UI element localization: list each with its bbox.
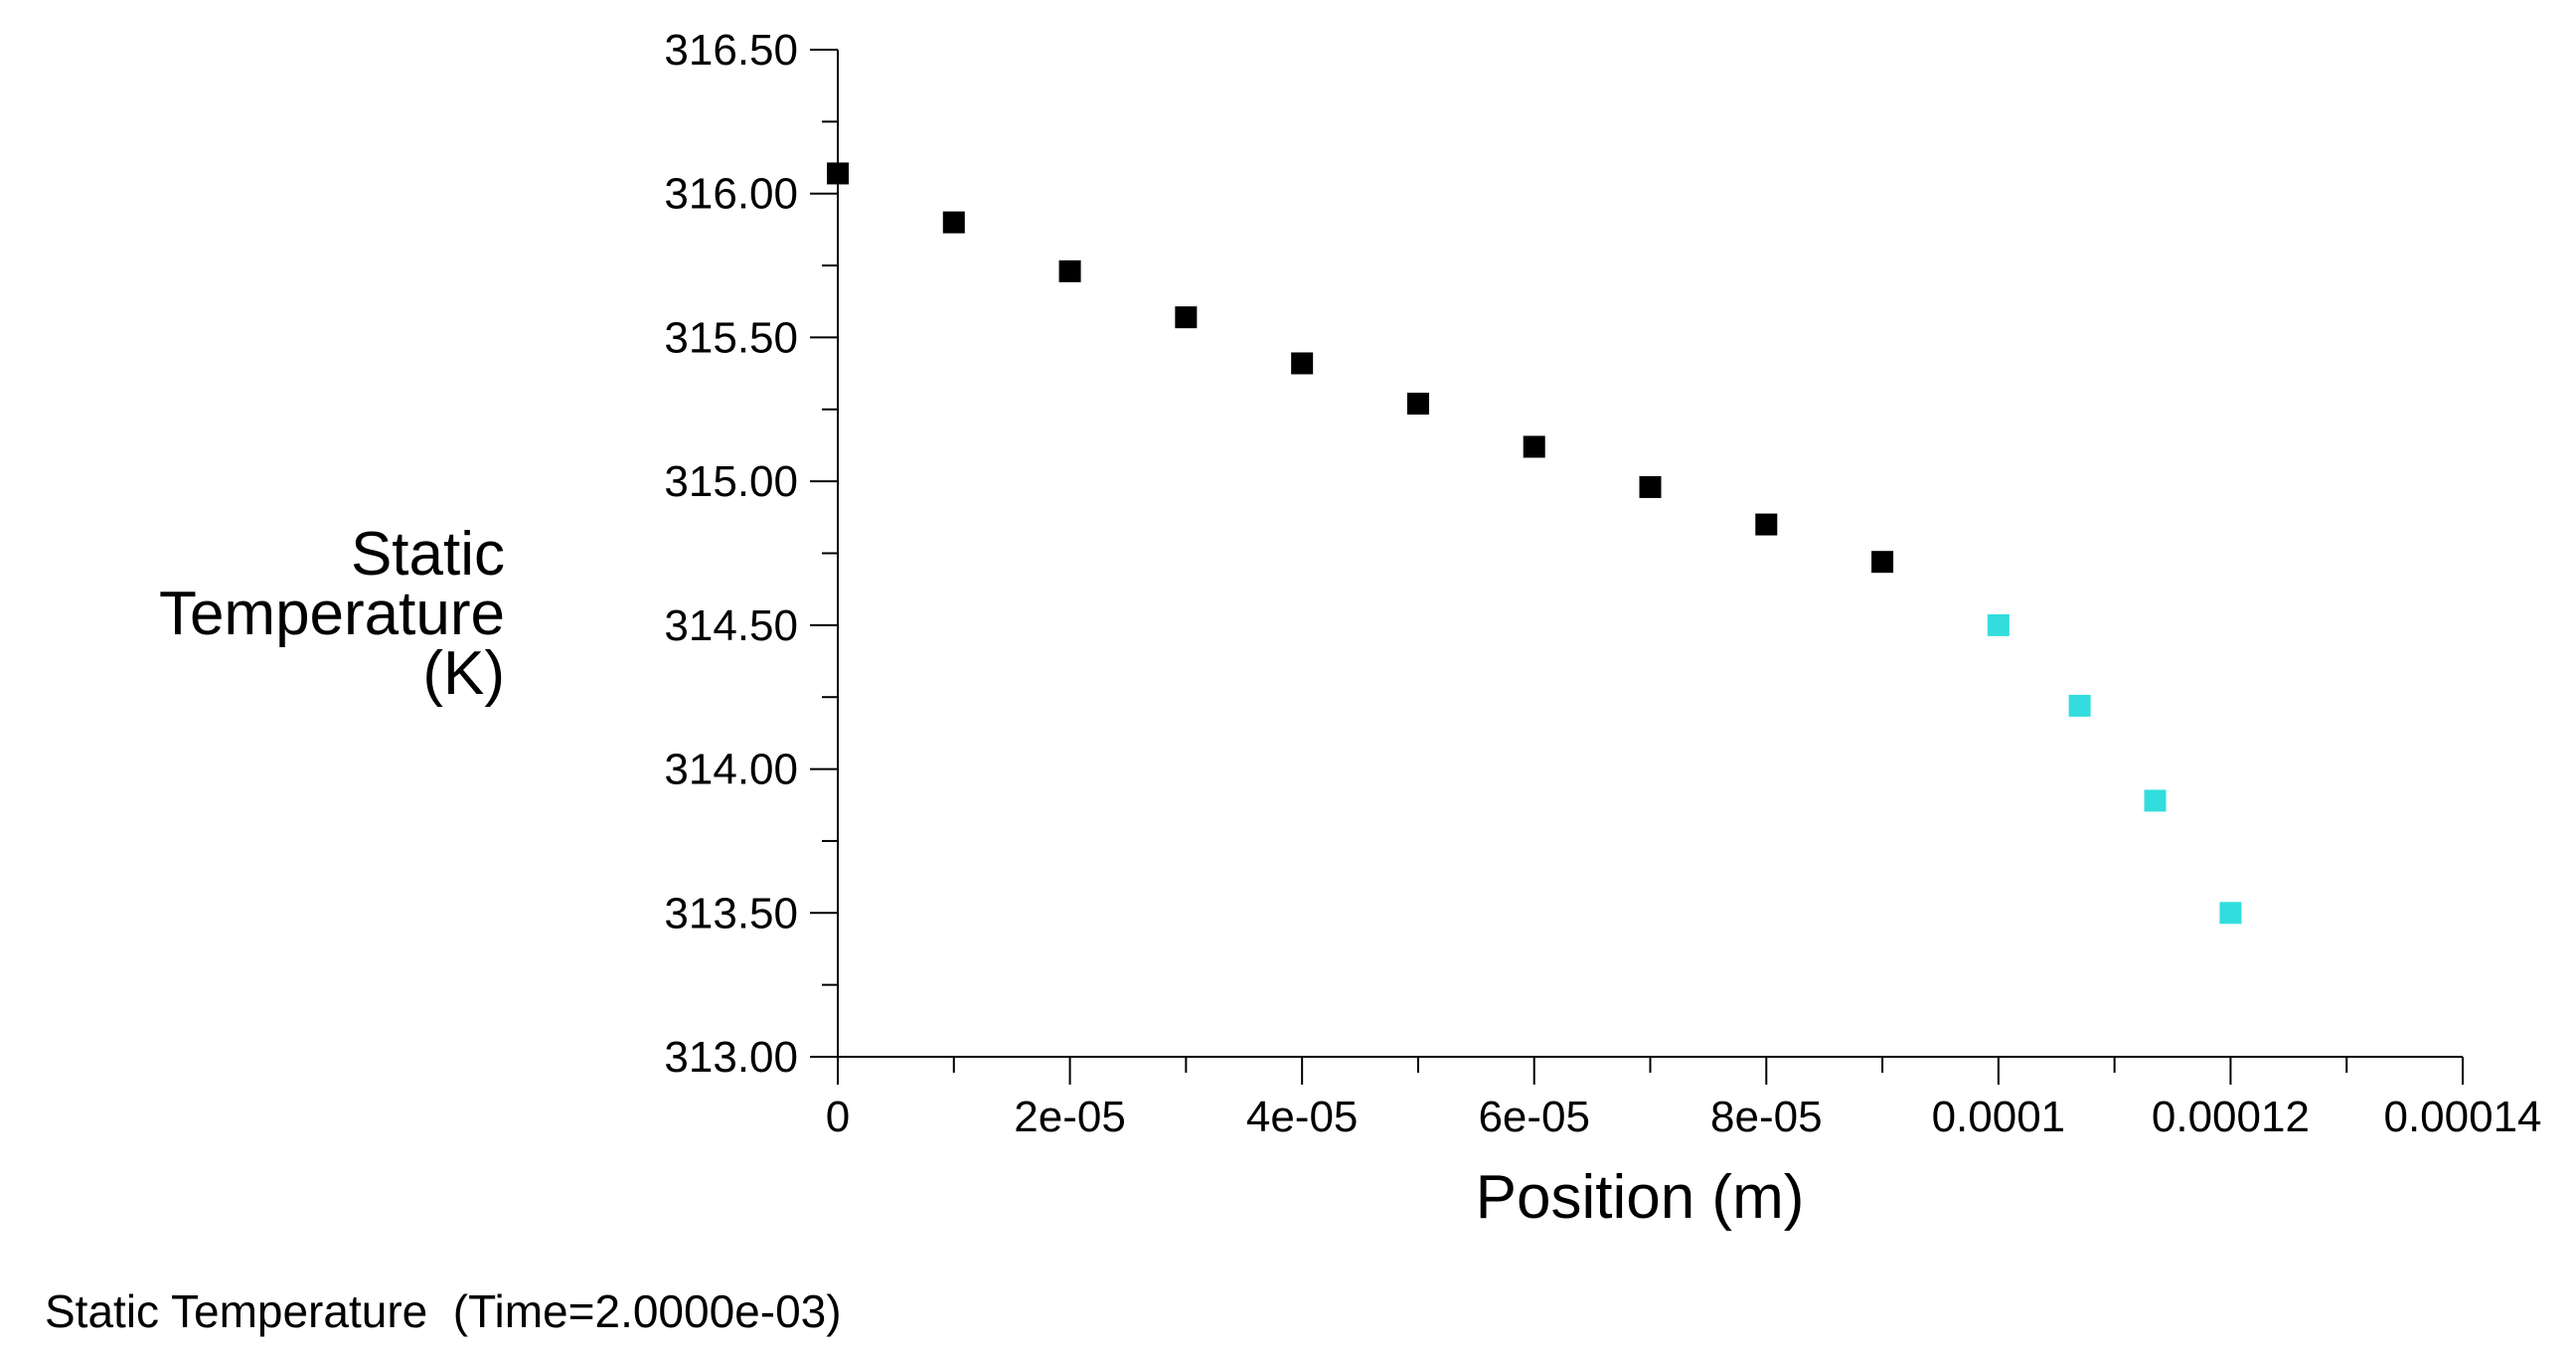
data-point-series-1-2 — [942, 211, 965, 234]
y-tick-label: 316.50 — [664, 26, 798, 75]
data-point-series-1-6 — [1406, 392, 1429, 415]
y-tick-label: 315.50 — [664, 313, 798, 362]
x-tick-label: 2e-05 — [1014, 1093, 1126, 1141]
data-point-series-1-8 — [1639, 475, 1662, 498]
data-points — [827, 162, 2242, 925]
x-tick-label: 4e-05 — [1246, 1093, 1359, 1141]
y-axis-title: Static Temperature (K) — [159, 520, 505, 708]
x-axis-ticks: 0 2e-05 4e-05 6e-05 8e-05 0.0001 0.00012 0.0001… — [826, 1057, 2542, 1141]
data-point-series-1-1 — [827, 162, 849, 185]
x-axis-title: Position (m) — [1476, 1163, 1805, 1232]
y-tick-label: 313.50 — [664, 889, 798, 937]
y-axis-ticks: 313.00 313.50 314.00 314.50 315.00 315.50 316.… — [664, 26, 838, 1082]
data-point-series-1-4 — [1175, 306, 1198, 329]
y-tick-label: 314.50 — [664, 601, 798, 650]
data-point-series-1-5 — [1291, 352, 1314, 375]
x-tick-label: 0 — [826, 1093, 850, 1141]
y-tick-label: 313.00 — [664, 1033, 798, 1082]
y-axis-title-line-2: Temperature — [159, 580, 505, 648]
data-point-series-1-3 — [1058, 259, 1081, 282]
data-point-series-2-1 — [1987, 613, 2010, 636]
x-tick-label: 8e-05 — [1710, 1093, 1823, 1141]
data-point-series-1-10 — [1871, 551, 1894, 574]
data-point-series-1-7 — [1523, 435, 1545, 458]
y-axis-title-line-3: (K) — [422, 639, 505, 708]
data-point-series-2-3 — [2144, 789, 2167, 812]
y-tick-label: 314.00 — [664, 746, 798, 794]
chart-caption: Static Temperature (Time=2.0000e-03) — [45, 1285, 842, 1337]
axes — [837, 50, 2463, 1058]
y-axis-title-line-1: Static — [351, 520, 505, 589]
x-tick-label: 0.00012 — [2152, 1093, 2310, 1141]
x-tick-label: 6e-05 — [1478, 1093, 1590, 1141]
data-point-series-1-9 — [1755, 513, 1778, 536]
x-tick-label: 0.00014 — [2383, 1093, 2541, 1141]
data-point-series-2-2 — [2068, 694, 2091, 717]
x-tick-label: 0.0001 — [1932, 1093, 2066, 1141]
data-point-series-2-4 — [2219, 902, 2242, 925]
y-tick-label: 315.00 — [664, 457, 798, 506]
y-tick-label: 316.00 — [664, 170, 798, 219]
